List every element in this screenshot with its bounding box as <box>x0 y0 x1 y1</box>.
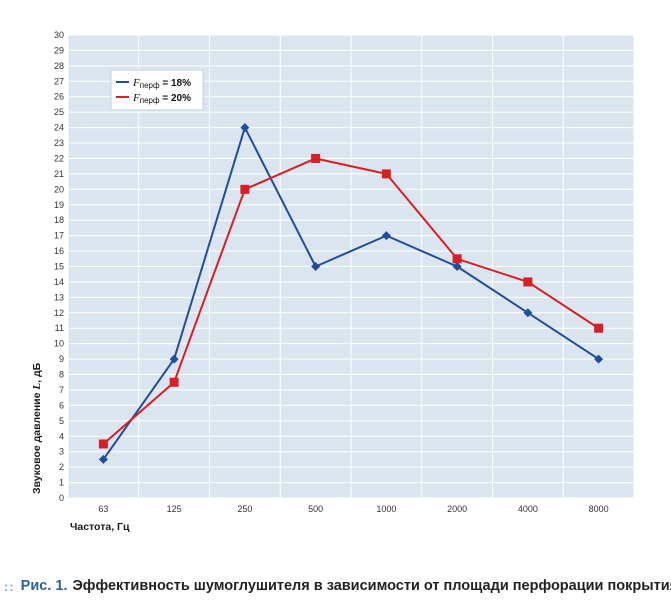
y-tick-label: 11 <box>55 323 64 333</box>
x-axis-label: Частота, Гц <box>70 521 130 533</box>
y-tick-label: 1 <box>59 478 64 488</box>
x-tick-label: 63 <box>98 504 108 514</box>
y-tick-label: 8 <box>59 370 64 380</box>
data-point-diamond <box>381 231 391 241</box>
caption-figure-number: Рис. 1. <box>20 578 68 594</box>
legend-label-2: Fперф = 20% <box>132 92 191 105</box>
x-tick-labels: 63 125 250 500 1000 2000 4000 8000 <box>98 504 608 514</box>
chart-svg: 0123456789101112131415161718192021222324… <box>31 30 635 533</box>
y-tick-label: 2 <box>59 462 64 472</box>
caption-text: Эффективность шумоглушителя в зависимост… <box>72 578 671 594</box>
legend: Fперф = 18% Fперф = 20% <box>110 69 204 111</box>
data-point-square <box>98 439 108 449</box>
figure-caption: :: Рис. 1. Эффективность шумоглушителя в… <box>4 574 671 598</box>
series-lines <box>102 126 600 460</box>
data-point-square <box>594 323 604 333</box>
y-tick-labels: 0123456789101112131415161718192021222324… <box>54 30 64 503</box>
y-tick-label: 6 <box>59 400 64 410</box>
data-point-square <box>523 277 533 287</box>
y-tick-label: 4 <box>59 431 64 441</box>
y-tick-label: 3 <box>59 447 64 457</box>
y-tick-label: 7 <box>59 385 64 395</box>
y-tick-label: 17 <box>54 231 64 241</box>
data-point-diamond <box>523 308 533 318</box>
series-line-2 <box>102 157 600 445</box>
data-point-square <box>169 377 179 387</box>
y-tick-label: 5 <box>59 416 64 426</box>
y-tick-label: 30 <box>54 30 64 40</box>
y-axis-label: Звуковое давление L, дБ <box>31 362 43 494</box>
y-tick-label: 23 <box>54 138 64 148</box>
y-tick-label: 14 <box>54 277 64 287</box>
data-point-diamond <box>594 354 604 364</box>
data-point-square <box>240 184 250 194</box>
y-tick-label: 19 <box>54 200 64 210</box>
y-tick-label: 27 <box>54 76 64 86</box>
data-point-square <box>452 254 462 264</box>
y-tick-label: 21 <box>54 169 64 179</box>
data-point-diamond <box>311 262 321 271</box>
data-point-diamond <box>98 454 108 464</box>
y-tick-label: 13 <box>54 292 64 302</box>
y-tick-label: 24 <box>54 123 64 133</box>
x-tick-label: 4000 <box>518 504 538 514</box>
series-markers <box>98 123 604 464</box>
data-point-square <box>381 169 391 179</box>
data-point-diamond <box>452 262 462 271</box>
x-tick-label: 1000 <box>376 504 396 514</box>
x-tick-label: 125 <box>167 504 182 514</box>
y-tick-label: 26 <box>54 92 64 102</box>
x-tick-label: 500 <box>308 504 323 514</box>
y-tick-label: 9 <box>59 354 64 364</box>
y-tick-label: 22 <box>54 153 64 163</box>
data-point-square <box>311 153 321 163</box>
x-tick-label: 2000 <box>447 504 467 514</box>
y-tick-label: 20 <box>54 184 64 194</box>
caption-dots-icon: :: <box>4 578 15 594</box>
data-point-diamond <box>240 123 250 133</box>
y-tick-label: 0 <box>59 493 64 503</box>
y-tick-label: 15 <box>54 262 64 272</box>
y-tick-label: 16 <box>54 246 64 256</box>
y-tick-label: 10 <box>54 339 64 349</box>
x-tick-label: 250 <box>237 504 252 514</box>
series-line-1 <box>102 126 600 460</box>
y-tick-label: 28 <box>54 61 64 71</box>
y-tick-label: 12 <box>54 308 64 318</box>
legend-label-1: Fперф = 18% <box>132 77 191 90</box>
y-tick-label: 18 <box>54 215 64 225</box>
y-tick-label: 25 <box>54 107 64 117</box>
legend-box <box>110 69 204 111</box>
y-tick-label: 29 <box>54 45 64 55</box>
data-point-diamond <box>169 354 179 364</box>
chart: 0 1 2 3 4 5 6 7 8 9 10 11 12 13 14 15 16 17 18 19 20 21 22 23 24… <box>31 30 635 533</box>
x-tick-label: 8000 <box>589 504 609 514</box>
